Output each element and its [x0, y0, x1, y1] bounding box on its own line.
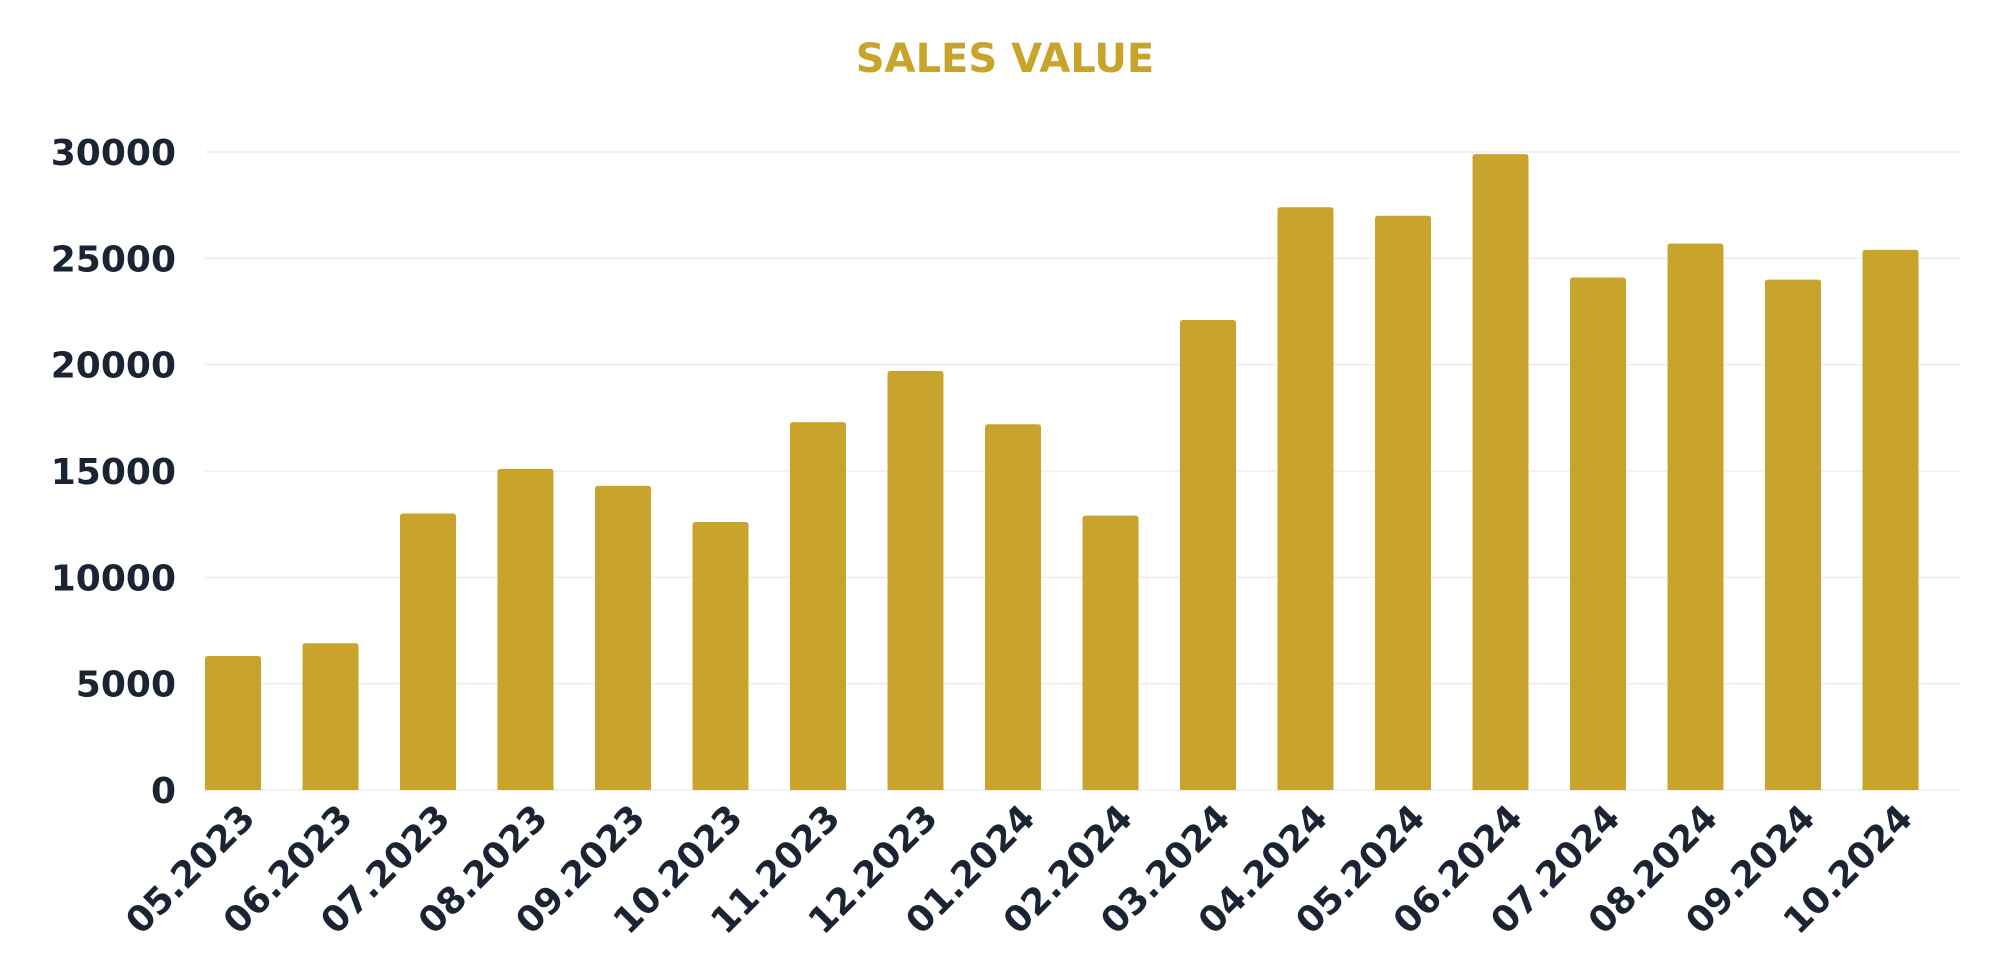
- bar-10.2024: [1862, 249, 1919, 790]
- bar-07.2024: [1570, 277, 1626, 790]
- bar-12.2023: [887, 371, 944, 790]
- y-tick-label: 15000: [51, 452, 176, 493]
- bar-04.2024: [1277, 207, 1334, 790]
- y-tick-label: 20000: [51, 346, 176, 387]
- y-axis-tick-labels: 0 5000 10000 15000 20000 25000 30000: [51, 133, 176, 812]
- bar-11.2023: [790, 422, 846, 790]
- bar-06.2024: [1472, 154, 1529, 791]
- bar-07.2023: [400, 513, 456, 790]
- bars: [205, 154, 1919, 791]
- bar-09.2023: [595, 485, 651, 790]
- bar-05.2024: [1375, 215, 1431, 791]
- bar-06.2023: [302, 643, 359, 790]
- chart-title: SALES VALUE: [856, 36, 1154, 82]
- x-axis-tick-labels: 05.202306.202307.202308.202309.202310.20…: [118, 797, 1920, 942]
- y-tick-label: 5000: [76, 665, 176, 706]
- y-tick-label: 0: [151, 771, 176, 812]
- y-tick-label: 25000: [51, 239, 176, 280]
- y-tick-label: 30000: [51, 133, 176, 174]
- bar-02.2024: [1082, 515, 1139, 790]
- bar-10.2023: [692, 522, 749, 790]
- bar-01.2024: [985, 424, 1041, 790]
- bar-08.2024: [1667, 243, 1724, 791]
- bar-03.2024: [1180, 320, 1236, 790]
- bar-08.2023: [497, 468, 554, 790]
- bar-09.2024: [1765, 279, 1821, 790]
- bar-05.2023: [205, 656, 261, 790]
- y-tick-label: 10000: [51, 558, 176, 599]
